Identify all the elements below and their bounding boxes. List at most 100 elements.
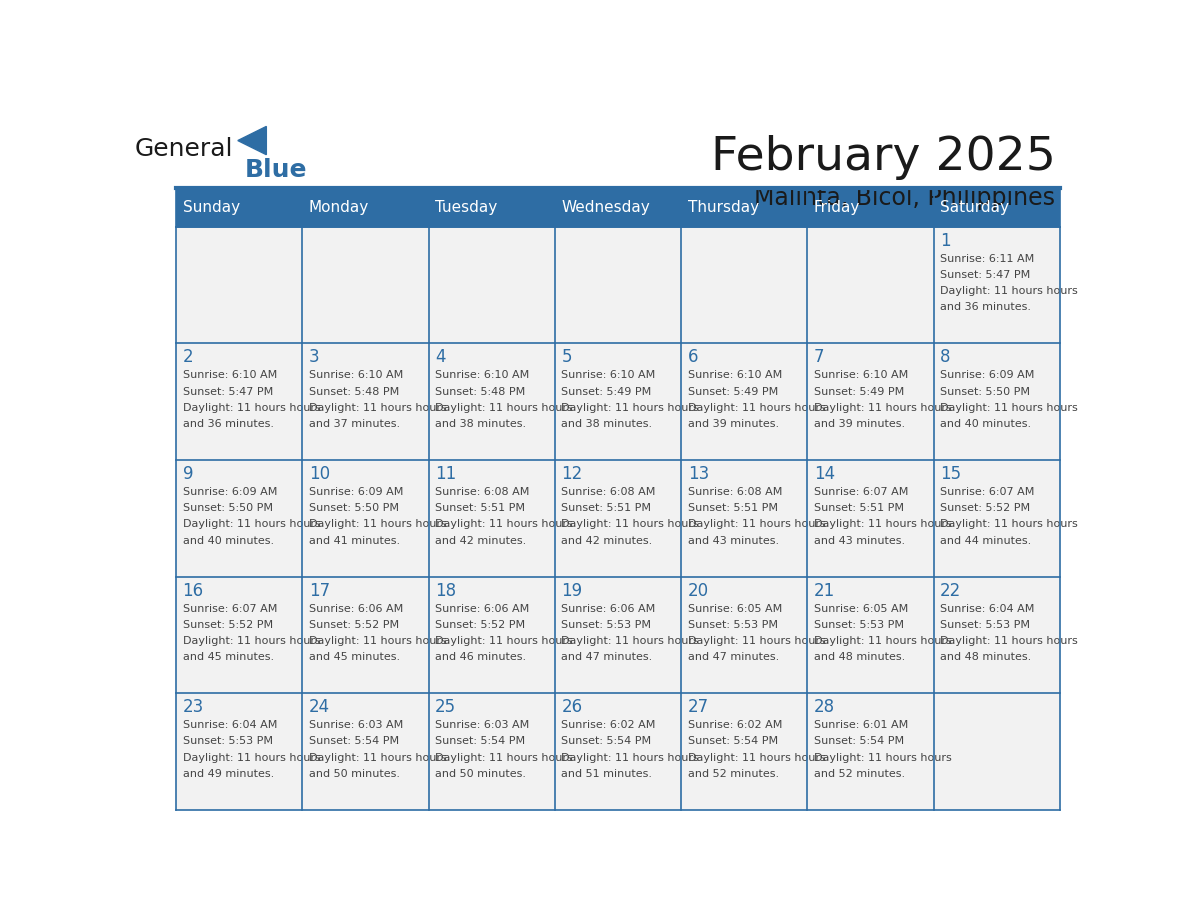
Bar	[303, 577, 429, 693]
Bar	[555, 343, 681, 460]
Bar	[303, 343, 429, 460]
Text: Daylight: 11 hours hours: Daylight: 11 hours hours	[562, 403, 699, 413]
Text: Sunset: 5:53 PM: Sunset: 5:53 PM	[183, 736, 272, 746]
Bar	[681, 343, 808, 460]
Text: Wednesday: Wednesday	[562, 200, 650, 215]
Text: Daylight: 11 hours hours: Daylight: 11 hours hours	[688, 636, 826, 646]
Text: Sunrise: 6:09 AM: Sunrise: 6:09 AM	[183, 487, 277, 497]
Text: Sunset: 5:49 PM: Sunset: 5:49 PM	[688, 386, 778, 397]
Text: Daylight: 11 hours hours: Daylight: 11 hours hours	[309, 753, 447, 763]
Bar	[303, 460, 429, 577]
Text: and 44 minutes.: and 44 minutes.	[940, 536, 1031, 545]
Bar	[429, 460, 555, 577]
Text: Sunrise: 6:01 AM: Sunrise: 6:01 AM	[814, 721, 908, 730]
Text: Daylight: 11 hours hours: Daylight: 11 hours hours	[814, 403, 952, 413]
Text: 28: 28	[814, 699, 835, 716]
Text: and 52 minutes.: and 52 minutes.	[814, 769, 905, 779]
Text: Daylight: 11 hours hours: Daylight: 11 hours hours	[183, 753, 321, 763]
Text: 21: 21	[814, 582, 835, 599]
Text: Sunrise: 6:06 AM: Sunrise: 6:06 AM	[435, 603, 530, 613]
Bar	[429, 343, 555, 460]
Bar	[176, 188, 303, 227]
Bar	[934, 343, 1060, 460]
Text: Monday: Monday	[309, 200, 369, 215]
Text: 20: 20	[688, 582, 709, 599]
Bar	[555, 188, 681, 227]
Text: Daylight: 11 hours hours: Daylight: 11 hours hours	[814, 753, 952, 763]
Text: 3: 3	[309, 348, 320, 366]
Text: Sunrise: 6:04 AM: Sunrise: 6:04 AM	[183, 721, 277, 730]
Bar	[808, 577, 934, 693]
Text: Daylight: 11 hours hours: Daylight: 11 hours hours	[940, 286, 1078, 297]
Bar	[429, 227, 555, 343]
Bar	[808, 343, 934, 460]
Bar	[303, 188, 429, 227]
Text: Sunrise: 6:03 AM: Sunrise: 6:03 AM	[309, 721, 403, 730]
Text: 15: 15	[940, 465, 961, 483]
Text: Sunset: 5:49 PM: Sunset: 5:49 PM	[814, 386, 904, 397]
Text: Sunrise: 6:04 AM: Sunrise: 6:04 AM	[940, 603, 1035, 613]
Text: Sunset: 5:47 PM: Sunset: 5:47 PM	[183, 386, 273, 397]
Bar	[681, 188, 808, 227]
Text: and 51 minutes.: and 51 minutes.	[562, 769, 652, 779]
Text: Blue: Blue	[245, 158, 307, 182]
Text: Sunrise: 6:10 AM: Sunrise: 6:10 AM	[688, 370, 782, 380]
Text: Sunrise: 6:08 AM: Sunrise: 6:08 AM	[688, 487, 782, 497]
Text: and 45 minutes.: and 45 minutes.	[309, 653, 400, 662]
Text: Daylight: 11 hours hours: Daylight: 11 hours hours	[562, 520, 699, 530]
Bar	[808, 460, 934, 577]
Bar	[808, 693, 934, 810]
Text: and 50 minutes.: and 50 minutes.	[309, 769, 400, 779]
Text: Sunset: 5:47 PM: Sunset: 5:47 PM	[940, 270, 1030, 280]
Text: 14: 14	[814, 465, 835, 483]
Bar	[429, 188, 555, 227]
Text: and 37 minutes.: and 37 minutes.	[309, 419, 400, 429]
Bar	[681, 227, 808, 343]
Text: and 40 minutes.: and 40 minutes.	[940, 419, 1031, 429]
Bar	[429, 577, 555, 693]
Text: Sunrise: 6:07 AM: Sunrise: 6:07 AM	[814, 487, 909, 497]
Text: Sunset: 5:48 PM: Sunset: 5:48 PM	[309, 386, 399, 397]
Text: 12: 12	[562, 465, 582, 483]
Text: Sunset: 5:54 PM: Sunset: 5:54 PM	[814, 736, 904, 746]
Bar	[176, 577, 303, 693]
Text: Sunrise: 6:07 AM: Sunrise: 6:07 AM	[940, 487, 1035, 497]
Text: Sunset: 5:53 PM: Sunset: 5:53 PM	[940, 620, 1030, 630]
Text: Daylight: 11 hours hours: Daylight: 11 hours hours	[183, 636, 321, 646]
Text: Sunset: 5:52 PM: Sunset: 5:52 PM	[183, 620, 273, 630]
Text: Sunset: 5:54 PM: Sunset: 5:54 PM	[309, 736, 399, 746]
Text: and 47 minutes.: and 47 minutes.	[688, 653, 779, 662]
Text: 16: 16	[183, 582, 203, 599]
Text: and 38 minutes.: and 38 minutes.	[562, 419, 652, 429]
Text: Sunset: 5:54 PM: Sunset: 5:54 PM	[562, 736, 651, 746]
Text: and 39 minutes.: and 39 minutes.	[688, 419, 779, 429]
Text: 23: 23	[183, 699, 204, 716]
Text: Sunset: 5:52 PM: Sunset: 5:52 PM	[435, 620, 525, 630]
Text: and 43 minutes.: and 43 minutes.	[814, 536, 905, 545]
Text: and 46 minutes.: and 46 minutes.	[435, 653, 526, 662]
Text: and 40 minutes.: and 40 minutes.	[183, 536, 273, 545]
Text: and 36 minutes.: and 36 minutes.	[940, 302, 1031, 312]
Bar	[303, 227, 429, 343]
Bar	[934, 577, 1060, 693]
Polygon shape	[238, 127, 266, 155]
Text: 9: 9	[183, 465, 194, 483]
Text: and 50 minutes.: and 50 minutes.	[435, 769, 526, 779]
Text: Sunrise: 6:03 AM: Sunrise: 6:03 AM	[435, 721, 530, 730]
Text: 19: 19	[562, 582, 582, 599]
Text: Sunset: 5:51 PM: Sunset: 5:51 PM	[435, 503, 525, 513]
Bar	[934, 460, 1060, 577]
Text: Sunset: 5:51 PM: Sunset: 5:51 PM	[562, 503, 651, 513]
Text: and 38 minutes.: and 38 minutes.	[435, 419, 526, 429]
Text: and 52 minutes.: and 52 minutes.	[688, 769, 779, 779]
Text: February 2025: February 2025	[710, 135, 1055, 180]
Text: Sunrise: 6:05 AM: Sunrise: 6:05 AM	[814, 603, 908, 613]
Text: and 49 minutes.: and 49 minutes.	[183, 769, 273, 779]
Text: Sunrise: 6:09 AM: Sunrise: 6:09 AM	[309, 487, 403, 497]
Text: Daylight: 11 hours hours: Daylight: 11 hours hours	[562, 753, 699, 763]
Text: Sunrise: 6:08 AM: Sunrise: 6:08 AM	[435, 487, 530, 497]
Text: Sunrise: 6:09 AM: Sunrise: 6:09 AM	[940, 370, 1035, 380]
Text: Sunset: 5:48 PM: Sunset: 5:48 PM	[435, 386, 525, 397]
Text: Daylight: 11 hours hours: Daylight: 11 hours hours	[309, 636, 447, 646]
Text: and 45 minutes.: and 45 minutes.	[183, 653, 273, 662]
